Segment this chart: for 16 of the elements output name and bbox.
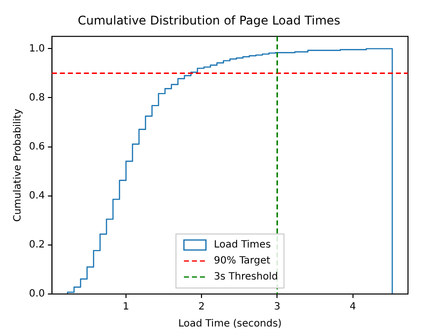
y-tick-label: 0.4 — [28, 190, 45, 202]
y-tick-label: 0.2 — [28, 240, 45, 251]
x-tick-label: 2 — [198, 302, 205, 313]
y-tick-label: 0.6 — [28, 141, 45, 152]
ref-line-label: 3s Threshold — [214, 272, 278, 283]
y-tick-label: 1.0 — [28, 43, 45, 54]
x-tick-label: 4 — [350, 302, 356, 313]
y-tick-label: 0.0 — [28, 288, 45, 300]
y-axis-title: Cumulative Probability — [12, 108, 24, 222]
x-axis-title: Load Time (seconds) — [178, 318, 282, 330]
x-tick-label: 1 — [122, 302, 130, 313]
x-tick-label: 3 — [274, 302, 280, 313]
y-tick-label: 0.8 — [28, 92, 45, 104]
series-label: Load Times — [214, 240, 271, 251]
legend-label: 90% Target — [214, 256, 270, 267]
chart-title: Cumulative Distribution of Page Load Times — [78, 13, 340, 28]
